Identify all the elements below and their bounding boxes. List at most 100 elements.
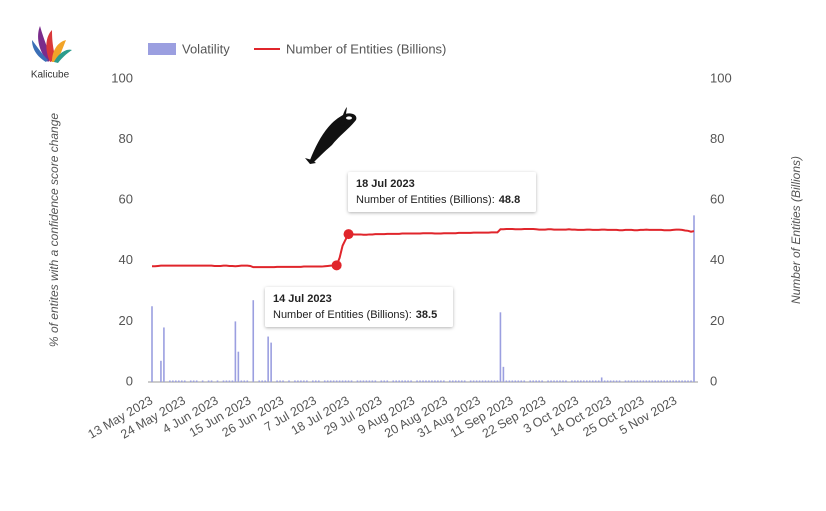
bar: [538, 380, 540, 382]
bar: [329, 380, 332, 382]
bar: [416, 380, 418, 382]
logo-text: Kalicube: [31, 70, 70, 81]
bar: [493, 380, 496, 382]
y2-tick-label: 60: [710, 192, 724, 207]
bar: [672, 380, 674, 382]
bar: [591, 380, 594, 382]
bar: [454, 380, 457, 382]
bar: [428, 380, 430, 382]
bar: [288, 380, 290, 382]
bar: [210, 380, 213, 382]
bar: [600, 377, 603, 382]
bar: [407, 380, 409, 382]
bar: [606, 380, 609, 382]
bar: [693, 215, 695, 382]
bar: [523, 380, 526, 382]
bar: [276, 380, 278, 382]
bar: [335, 380, 338, 382]
bar: [192, 380, 195, 382]
bar: [553, 380, 555, 382]
bar: [183, 380, 186, 382]
bar: [306, 380, 308, 382]
bar: [618, 380, 621, 382]
tooltip-label: Number of Entities (Billions): 48.8: [356, 194, 520, 206]
bar: [583, 380, 585, 382]
bar: [395, 380, 397, 382]
tooltip: 14 Jul 2023 Number of Entities (Billions)…: [265, 287, 453, 327]
bar: [300, 380, 302, 382]
point-marker: [343, 229, 354, 240]
bar: [437, 380, 439, 382]
bar: [312, 380, 314, 382]
bar: [514, 380, 517, 382]
y2-tick-label: 80: [710, 131, 724, 146]
bar: [624, 380, 627, 382]
bar: [163, 327, 165, 382]
y-tick-label: 80: [119, 131, 133, 146]
legend: Volatility Number of Entities (Billions): [148, 41, 446, 56]
bar: [678, 380, 680, 382]
tooltip-date: 18 Jul 2023: [356, 178, 415, 190]
bar: [484, 380, 487, 382]
bar: [547, 380, 549, 382]
y2-tick-label: 20: [710, 313, 724, 328]
bar: [317, 380, 320, 382]
bar: [535, 380, 537, 382]
bar: [151, 306, 153, 382]
bar: [252, 300, 255, 382]
bar: [463, 380, 466, 382]
bar: [410, 380, 412, 382]
bar: [571, 380, 573, 382]
bar: [180, 380, 183, 382]
y2-tick-label: 40: [710, 252, 724, 267]
legend-label: Volatility: [182, 41, 230, 56]
tooltip-value: 38.5: [416, 309, 437, 321]
bar: [175, 380, 177, 382]
bar: [499, 312, 502, 382]
bar: [386, 380, 389, 382]
bar: [169, 380, 171, 382]
bar: [565, 380, 567, 382]
bar: [511, 380, 514, 382]
bar: [645, 380, 648, 382]
bar: [517, 380, 520, 382]
bar: [434, 380, 436, 382]
bar: [574, 380, 576, 382]
bar: [338, 380, 341, 382]
y2-tick-label: 100: [710, 70, 732, 85]
legend-label: Number of Entities (Billions): [286, 41, 446, 56]
bar: [222, 380, 225, 382]
tooltip-box: [348, 172, 536, 212]
bar: [362, 380, 365, 382]
bar: [356, 380, 359, 382]
bar: [639, 380, 642, 382]
bar: [401, 380, 403, 382]
bar: [675, 380, 677, 382]
tooltip-label-text: Number of Entities (Billions):: [273, 309, 412, 321]
bar: [615, 380, 618, 382]
bar: [496, 380, 499, 382]
point-marker: [331, 260, 342, 271]
bar: [681, 380, 683, 382]
bar: [294, 380, 296, 382]
bar: [520, 380, 523, 382]
y-tick-label: 0: [126, 373, 133, 388]
y-tick-label: 20: [119, 313, 133, 328]
bar: [431, 380, 433, 382]
bar: [374, 380, 377, 382]
bar: [541, 380, 543, 382]
bar: [642, 380, 645, 382]
bar: [660, 380, 663, 382]
bar: [332, 380, 335, 382]
bar: [657, 380, 660, 382]
bar: [562, 380, 564, 382]
bar: [690, 380, 692, 382]
bar: [422, 380, 424, 382]
bar: [303, 380, 305, 382]
bar: [264, 380, 266, 382]
bar: [603, 380, 606, 382]
bar: [216, 380, 219, 382]
bar: [258, 380, 261, 382]
bar: [350, 380, 353, 382]
